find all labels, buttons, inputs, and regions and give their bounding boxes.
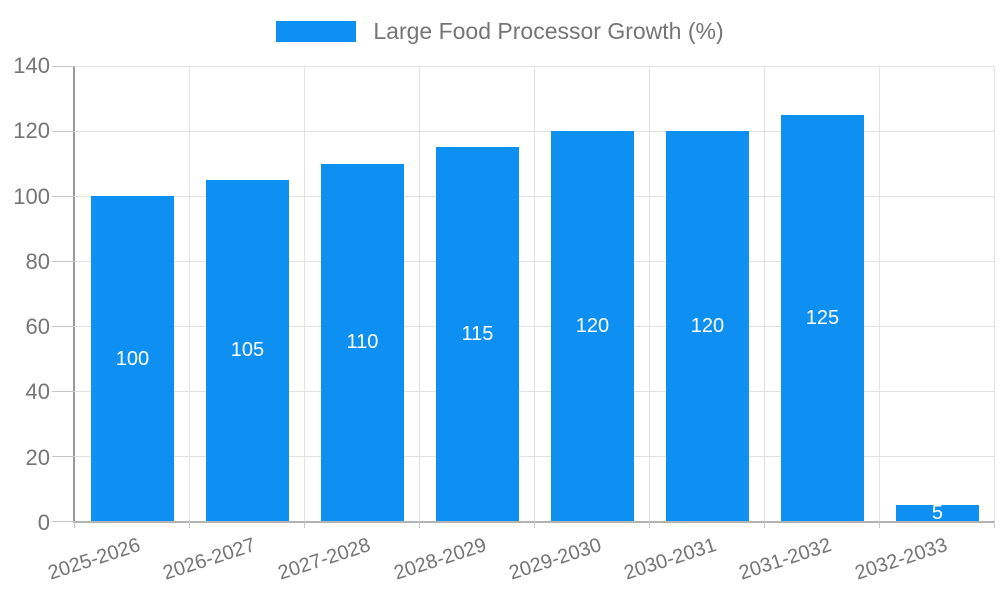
x-tick-label: 2032-2033 bbox=[852, 534, 950, 585]
y-tick-label: 60 bbox=[25, 314, 50, 340]
x-axis-tick bbox=[74, 521, 75, 528]
bar-value-label: 120 bbox=[575, 315, 610, 337]
x-axis-tick bbox=[304, 521, 305, 528]
y-tick-label: 80 bbox=[25, 248, 50, 274]
grid-line-vertical bbox=[994, 66, 995, 521]
y-tick-label: 0 bbox=[37, 510, 50, 535]
x-axis-tick bbox=[764, 521, 765, 528]
grid-line-vertical bbox=[649, 66, 650, 521]
y-axis-tick bbox=[52, 391, 75, 393]
x-tick-label: 2026-2027 bbox=[160, 534, 259, 585]
bar: 105 bbox=[206, 179, 289, 521]
y-axis-tick bbox=[52, 521, 75, 522]
grid-line-vertical bbox=[304, 66, 305, 521]
bar: 115 bbox=[436, 147, 519, 521]
bar-value-label: 120 bbox=[690, 315, 725, 337]
grid-line-vertical bbox=[189, 66, 190, 521]
x-tick-label: 2029-2030 bbox=[506, 534, 605, 585]
legend-swatch bbox=[276, 21, 357, 42]
bar-value-label: 125 bbox=[805, 306, 840, 329]
y-axis-labels: 0 20 40 60 80 100 120 140 bbox=[0, 55, 50, 534]
plot-area: 100 105 110 115 120 120 125 5 bbox=[52, 66, 995, 528]
legend-label: Large Food Processor Growth (%) bbox=[373, 18, 724, 44]
x-axis-tick bbox=[649, 521, 650, 528]
x-axis-tick bbox=[534, 521, 535, 528]
y-tick-label: 40 bbox=[25, 379, 50, 405]
y-axis-tick bbox=[52, 196, 75, 197]
chart-legend: Large Food Processor Growth (%) bbox=[0, 20, 1000, 43]
grid-line-horizontal bbox=[75, 391, 995, 393]
grid-line-vertical bbox=[534, 66, 535, 521]
y-tick-label: 120 bbox=[13, 118, 50, 144]
x-tick-label: 2027-2028 bbox=[275, 534, 374, 585]
grid-line-horizontal bbox=[75, 456, 995, 458]
grid-line-vertical bbox=[879, 66, 880, 521]
bar-value-label: 5 bbox=[931, 501, 944, 524]
x-tick-label: 2030-2031 bbox=[621, 534, 720, 585]
x-axis-tick bbox=[189, 521, 190, 528]
y-tick-label: 20 bbox=[25, 444, 50, 470]
x-axis-tick bbox=[994, 521, 995, 528]
x-axis-tick bbox=[879, 521, 880, 528]
x-tick-label: 2031-2032 bbox=[736, 534, 835, 585]
grid-line-horizontal bbox=[75, 66, 995, 67]
bar: 110 bbox=[321, 163, 404, 521]
y-tick-label: 140 bbox=[13, 53, 50, 78]
bar-value-label: 115 bbox=[461, 323, 494, 346]
x-axis-tick bbox=[419, 521, 420, 528]
x-tick-label: 2025-2026 bbox=[45, 534, 144, 585]
y-axis-tick bbox=[52, 456, 75, 458]
bar-value-label: 110 bbox=[346, 331, 379, 354]
bar: 5 bbox=[896, 501, 979, 524]
bar: 120 bbox=[666, 131, 749, 521]
y-tick-label: 100 bbox=[13, 183, 50, 209]
bar-value-label: 105 bbox=[230, 339, 265, 362]
bar: 120 bbox=[551, 131, 634, 521]
x-axis-labels: 2025-2026 2026-2027 2027-2028 2028-2029 2029… bbox=[45, 523, 995, 598]
y-axis-tick bbox=[52, 326, 75, 327]
y-axis-tick bbox=[52, 261, 75, 263]
bar-value-label: 100 bbox=[115, 347, 150, 370]
grid-line-horizontal bbox=[75, 261, 995, 263]
grid-line-horizontal bbox=[75, 326, 995, 327]
x-tick-label: 2028-2029 bbox=[391, 534, 489, 585]
grid-line-vertical bbox=[764, 66, 765, 521]
grid-line-horizontal bbox=[75, 196, 995, 197]
y-axis-tick bbox=[52, 131, 75, 132]
grid-line-vertical bbox=[419, 66, 420, 521]
y-axis-tick bbox=[52, 66, 75, 67]
grid-line-horizontal bbox=[75, 131, 995, 132]
bar: 125 bbox=[781, 114, 864, 521]
bar: 100 bbox=[91, 196, 174, 521]
